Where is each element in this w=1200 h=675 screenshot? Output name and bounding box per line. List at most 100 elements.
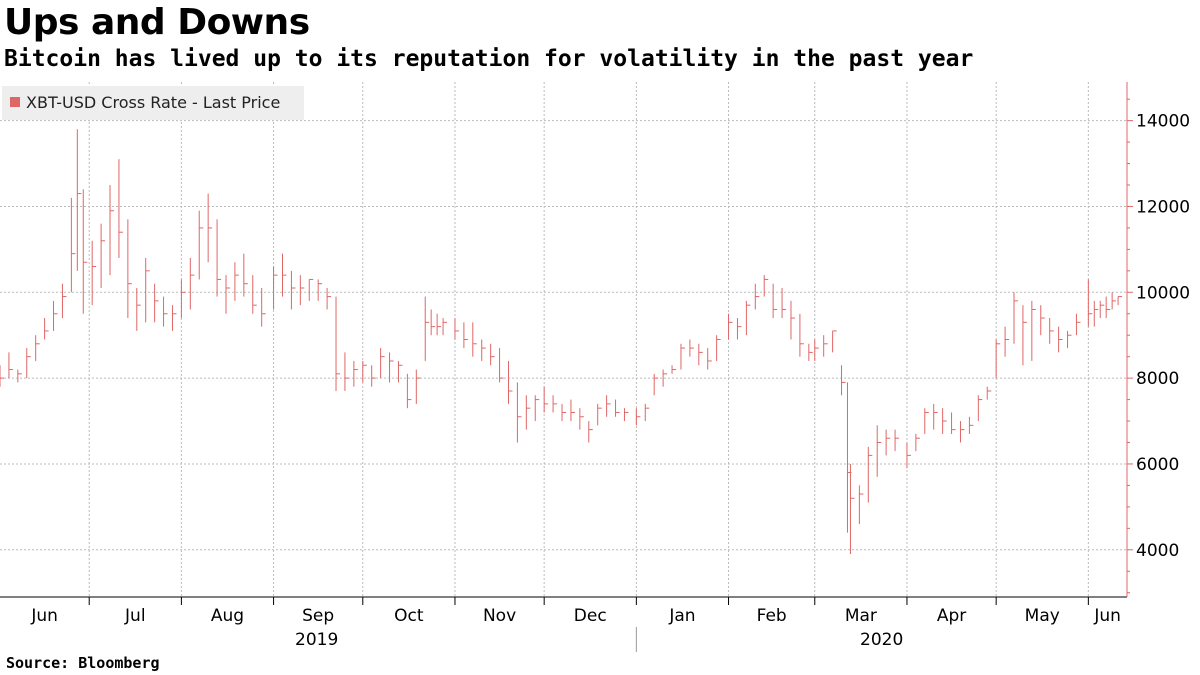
price-bar — [1022, 305, 1027, 366]
price-bar — [933, 403, 938, 430]
price-bar — [942, 408, 947, 434]
price-bar — [579, 408, 584, 430]
price-bar — [1004, 326, 1010, 357]
price-bar — [436, 313, 442, 336]
price-bar — [362, 360, 367, 383]
price-bar — [832, 330, 837, 353]
price-bar — [561, 403, 567, 422]
price-bar — [841, 365, 846, 396]
price-bar — [317, 279, 323, 301]
price-bar — [698, 343, 703, 366]
price-bar — [867, 446, 873, 503]
price-bar — [781, 288, 787, 319]
price-bar — [814, 339, 819, 361]
price-bar — [823, 335, 828, 357]
price-bar — [924, 408, 929, 434]
price-bar — [261, 288, 266, 327]
price-bar — [136, 288, 141, 331]
price-bar — [716, 335, 721, 361]
source-note: Source: Bloomberg — [6, 654, 160, 672]
legend-label: XBT-USD Cross Rate - Last Price — [26, 93, 280, 112]
price-bar — [0, 365, 4, 387]
price-bar — [1013, 292, 1019, 344]
price-bar — [243, 253, 248, 297]
price-bar — [736, 318, 742, 340]
price-bar — [754, 283, 760, 310]
price-bar — [91, 240, 97, 306]
price-bar — [61, 283, 67, 319]
y-tick-label: 10000 — [1136, 283, 1190, 303]
x-tick-label: Dec — [574, 606, 607, 626]
price-bar — [308, 278, 314, 301]
price-bar — [552, 395, 558, 413]
price-bar — [849, 463, 855, 555]
price-bar — [442, 318, 448, 336]
price-bar — [353, 360, 358, 387]
price-bar — [808, 343, 813, 361]
price-bar — [1075, 313, 1081, 336]
price-bar — [198, 210, 204, 280]
price-bar — [1058, 326, 1063, 353]
price-bar — [145, 257, 150, 323]
price-bar — [472, 322, 477, 357]
price-bar — [876, 425, 882, 477]
x-tick-label: May — [1025, 606, 1060, 626]
price-bar — [671, 365, 677, 374]
gridlines — [0, 82, 1127, 597]
y-tick-label: 14000 — [1136, 112, 1190, 132]
price-bar — [525, 395, 531, 430]
price-bar — [894, 429, 900, 452]
price-bar — [597, 403, 602, 426]
x-tick-label: Apr — [937, 606, 966, 626]
x-tick-label: Nov — [483, 606, 516, 626]
price-bar — [728, 313, 733, 340]
price-bar — [406, 373, 412, 409]
price-bar — [662, 369, 668, 387]
price-bar — [82, 189, 88, 314]
y-tick-label: 8000 — [1136, 369, 1179, 389]
price-bar — [1067, 330, 1072, 349]
price-bar — [344, 352, 349, 391]
x-tick-label: Feb — [757, 606, 787, 626]
price-bar — [1087, 279, 1093, 327]
price-bar — [76, 129, 82, 271]
price-bar — [772, 283, 778, 319]
price-bar — [799, 313, 804, 357]
price-bar — [299, 275, 305, 306]
price-bar — [1105, 296, 1111, 319]
price-bar — [8, 352, 13, 379]
y-tick-label: 6000 — [1136, 455, 1179, 475]
chart-subtitle: Bitcoin has lived up to its reputation f… — [4, 46, 974, 72]
x-tick-label: Oct — [394, 606, 424, 626]
price-bar — [763, 275, 769, 297]
price-bar — [1040, 305, 1045, 336]
price-bar — [968, 416, 974, 434]
price-bar — [234, 262, 239, 301]
price-bar — [507, 360, 513, 404]
price-bar — [689, 339, 694, 357]
price-bar — [118, 159, 123, 258]
price-bar — [653, 373, 659, 396]
price-bar — [454, 318, 459, 340]
price-bar — [680, 343, 685, 370]
price-bar — [70, 197, 76, 293]
price-bar — [623, 408, 629, 422]
price-bar — [163, 296, 168, 327]
price-bar — [109, 185, 115, 276]
price-bar — [951, 412, 956, 434]
price-bar — [225, 275, 230, 314]
price-bar — [154, 283, 159, 323]
price-bar — [615, 399, 620, 417]
y-tick-label: 12000 — [1136, 197, 1190, 217]
price-bar — [1099, 300, 1105, 319]
x-tick-label: Jul — [124, 606, 146, 626]
price-bar — [100, 223, 106, 288]
price-bar — [534, 395, 540, 422]
price-bar — [995, 339, 1001, 379]
price-bar — [252, 275, 257, 314]
chart-title: Ups and Downs — [4, 2, 310, 43]
price-bar — [17, 369, 22, 383]
price-bar — [644, 403, 650, 422]
price-bar — [588, 421, 593, 443]
